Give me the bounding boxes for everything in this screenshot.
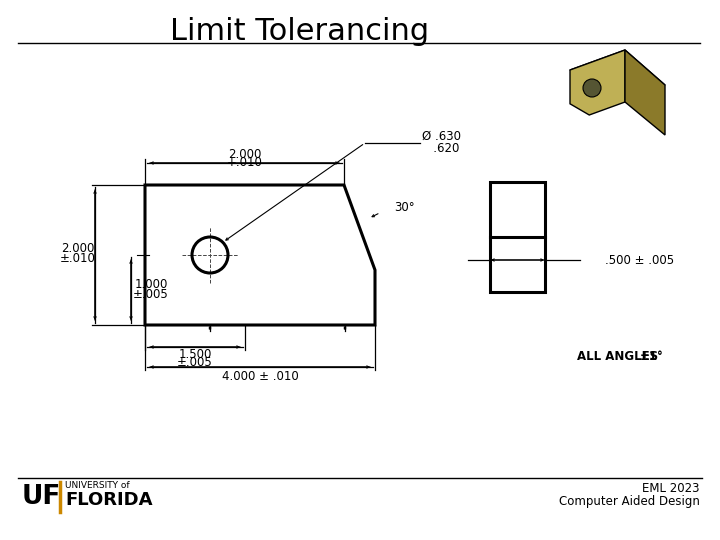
Text: .500 ± .005: .500 ± .005 [605,253,674,267]
Polygon shape [625,50,665,135]
Text: +.010: +.010 [227,156,262,168]
Text: ±1°: ±1° [640,350,664,363]
Text: ALL ANGLES: ALL ANGLES [577,350,658,363]
Text: Limit Tolerancing: Limit Tolerancing [171,17,430,46]
Text: FLORIDA: FLORIDA [65,491,153,509]
Text: Computer Aided Design: Computer Aided Design [559,496,700,509]
Text: Ø .630: Ø .630 [422,130,461,143]
Text: 1.500: 1.500 [179,348,212,361]
Text: UF: UF [22,484,61,510]
Text: 4.000 ± .010: 4.000 ± .010 [222,369,298,382]
Text: 1.000: 1.000 [135,279,168,292]
Bar [490,182,545,292]
Text: ±.010: ±.010 [60,253,96,266]
Polygon shape [570,50,625,115]
Text: ±.005: ±.005 [177,356,213,369]
Circle shape [583,79,601,97]
Text: ±.005: ±.005 [133,287,169,300]
Text: 30°: 30° [395,201,415,214]
Text: 2.000: 2.000 [228,147,261,160]
Text: EML 2023: EML 2023 [642,482,700,495]
Text: 2.000: 2.000 [61,242,95,255]
Text: UNIVERSITY of: UNIVERSITY of [65,482,130,490]
Polygon shape [570,50,665,98]
Text: .620: .620 [422,141,459,154]
